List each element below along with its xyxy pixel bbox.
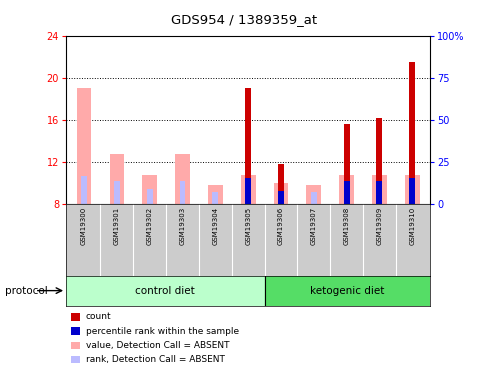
Text: GSM19308: GSM19308 <box>343 207 349 245</box>
Text: GSM19301: GSM19301 <box>114 207 120 245</box>
Bar <box>77 88 91 204</box>
Text: GSM19310: GSM19310 <box>408 207 414 245</box>
Text: GSM19306: GSM19306 <box>277 207 284 245</box>
Bar <box>343 181 349 204</box>
Text: GSM19309: GSM19309 <box>376 207 382 245</box>
Bar <box>244 88 251 204</box>
Text: GSM19302: GSM19302 <box>146 207 152 245</box>
Text: GDS954 / 1389359_at: GDS954 / 1389359_at <box>171 13 317 26</box>
Bar <box>408 62 414 204</box>
Bar <box>343 181 349 204</box>
Bar <box>404 175 419 204</box>
Bar <box>66 276 264 306</box>
Bar <box>114 181 120 204</box>
Text: control diet: control diet <box>135 286 195 296</box>
Bar <box>408 178 414 204</box>
Bar <box>142 175 157 204</box>
Bar <box>109 154 124 204</box>
Bar <box>408 181 414 204</box>
Text: GSM19305: GSM19305 <box>244 207 251 245</box>
Text: GSM19300: GSM19300 <box>81 207 87 245</box>
Bar <box>310 192 316 204</box>
Bar <box>339 175 353 204</box>
Bar <box>278 189 284 204</box>
Text: GSM19304: GSM19304 <box>212 207 218 245</box>
Bar <box>278 190 284 204</box>
Bar <box>81 176 87 204</box>
Text: rank, Detection Call = ABSENT: rank, Detection Call = ABSENT <box>85 355 224 364</box>
Bar <box>244 178 251 204</box>
Bar <box>278 164 284 204</box>
Bar <box>240 175 255 204</box>
Text: count: count <box>85 312 111 321</box>
Bar <box>343 124 349 204</box>
Bar <box>146 189 152 204</box>
Bar <box>371 175 386 204</box>
Text: percentile rank within the sample: percentile rank within the sample <box>85 327 238 336</box>
Bar <box>273 183 288 204</box>
Bar <box>179 181 185 204</box>
Text: GSM19303: GSM19303 <box>179 207 185 245</box>
Bar <box>175 154 189 204</box>
Bar <box>212 192 218 204</box>
Bar <box>376 181 382 204</box>
Bar <box>244 181 251 204</box>
Bar <box>306 185 321 204</box>
Text: value, Detection Call = ABSENT: value, Detection Call = ABSENT <box>85 341 228 350</box>
Bar <box>264 276 429 306</box>
Text: protocol: protocol <box>5 286 47 296</box>
Text: ketogenic diet: ketogenic diet <box>309 286 384 296</box>
Text: GSM19307: GSM19307 <box>310 207 316 245</box>
Bar <box>376 181 382 204</box>
Bar <box>207 185 222 204</box>
Bar <box>376 118 382 204</box>
